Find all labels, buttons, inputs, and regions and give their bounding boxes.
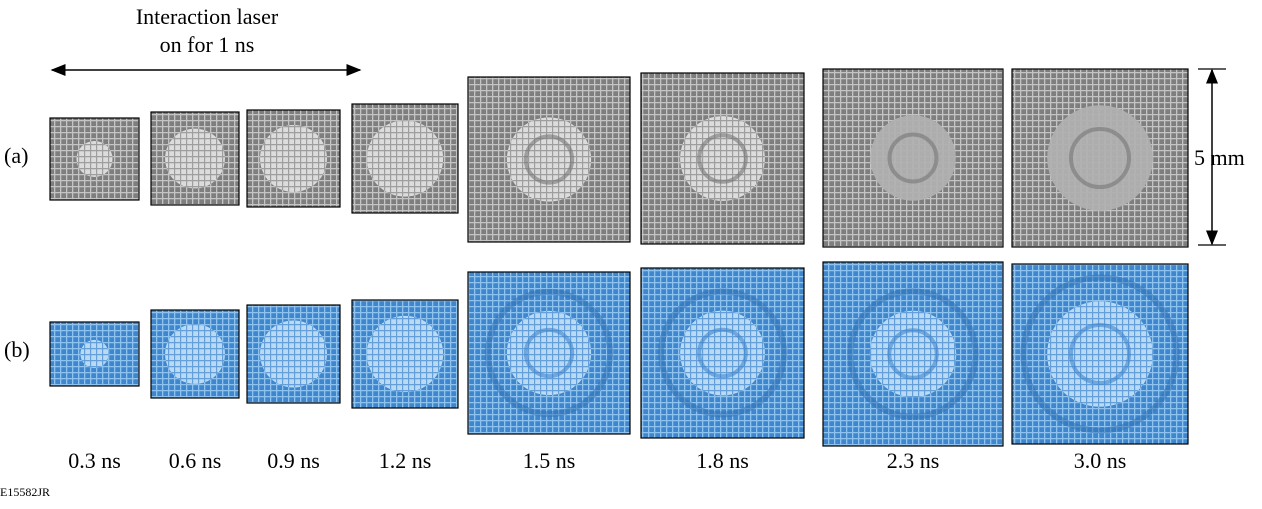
- simulation-image: [50, 322, 139, 386]
- time-label: 0.6 ns: [169, 448, 222, 473]
- time-label: 1.8 ns: [696, 448, 749, 473]
- figure-id: E15582JR: [0, 485, 50, 499]
- time-label: 1.5 ns: [523, 448, 576, 473]
- time-label: 0.9 ns: [267, 448, 320, 473]
- plasma-region: [680, 311, 765, 396]
- plasma-region: [507, 311, 591, 395]
- xray-image: [151, 112, 239, 205]
- row-label: (b): [4, 337, 30, 362]
- simulation-image: [247, 305, 340, 403]
- annotation-line: Interaction laser: [136, 4, 279, 29]
- plasma-region: [1047, 105, 1153, 211]
- plasma-region: [367, 120, 443, 196]
- xray-image: [352, 104, 458, 213]
- plasma-region: [680, 116, 765, 201]
- plasma-region: [76, 141, 112, 177]
- simulation-image: [468, 272, 630, 434]
- xray-image: [50, 118, 139, 200]
- plasma-region: [165, 324, 225, 384]
- plasma-region: [80, 340, 108, 368]
- xray-image: [468, 77, 630, 242]
- xray-image: [247, 110, 340, 207]
- time-label: 3.0 ns: [1074, 448, 1127, 473]
- simulation-image: [823, 262, 1003, 446]
- time-label: 1.2 ns: [379, 448, 432, 473]
- xray-image: [823, 69, 1003, 247]
- row-label: (a): [4, 143, 28, 168]
- time-label: 2.3 ns: [887, 448, 940, 473]
- time-label: 0.3 ns: [68, 448, 121, 473]
- xray-image: [1012, 69, 1188, 247]
- plasma-region: [165, 129, 225, 189]
- plasma-region: [870, 311, 956, 397]
- xray-image: [641, 73, 804, 244]
- plasma-region: [367, 316, 443, 392]
- plasma-region: [507, 117, 591, 201]
- simulation-image: [1012, 264, 1188, 444]
- figure: Interaction laser on for 1 ns (a) (b) 5 …: [0, 0, 1262, 504]
- plasma-region: [260, 125, 327, 192]
- plasma-region: [870, 115, 955, 200]
- scale-label: 5 mm: [1194, 145, 1245, 170]
- plasma-region: [260, 321, 327, 388]
- simulation-image: [352, 300, 458, 408]
- plasma-region: [1047, 301, 1153, 407]
- simulation-image: [151, 310, 239, 398]
- simulation-image: [641, 268, 804, 438]
- annotation-line: on for 1 ns: [160, 32, 255, 57]
